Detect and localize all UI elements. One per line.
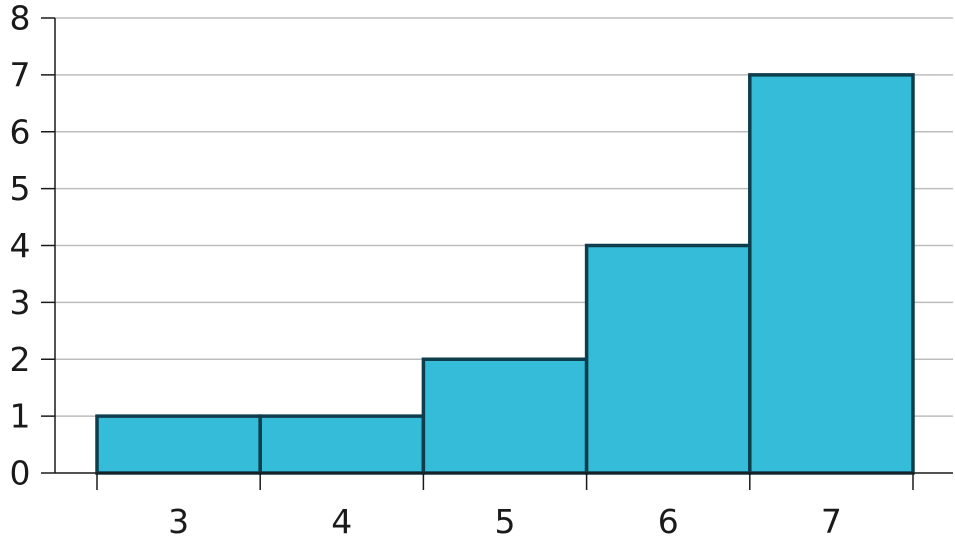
x-tick-label-4: 4 [331, 502, 352, 541]
x-tick-label-5: 5 [495, 502, 516, 541]
y-tick-label-8: 8 [10, 0, 31, 38]
y-tick-label-3: 3 [10, 283, 31, 322]
bar-3 [95, 414, 262, 475]
y-tick-labels: 0 1 2 3 4 5 6 7 8 [10, 0, 31, 493]
bar-7 [748, 73, 915, 475]
y-tick-label-1: 1 [10, 397, 31, 436]
y-tick-label-0: 0 [10, 454, 31, 493]
bar-6 [584, 243, 752, 475]
y-tick-label-4: 4 [10, 226, 31, 265]
bar-5 [421, 357, 589, 475]
axes [41, 17, 953, 490]
x-tick-label-6: 6 [658, 502, 679, 541]
y-tick-label-6: 6 [10, 112, 31, 151]
bars [95, 73, 915, 475]
bar-4 [258, 414, 426, 475]
x-tick-label-3: 3 [168, 502, 189, 541]
y-tick-label-7: 7 [10, 55, 31, 94]
gridlines [55, 17, 953, 417]
x-tick-label-7: 7 [821, 502, 842, 541]
y-tick-label-2: 2 [10, 340, 31, 379]
y-tick-label-5: 5 [10, 169, 31, 208]
x-tick-labels: 3 4 5 6 7 [168, 502, 842, 541]
